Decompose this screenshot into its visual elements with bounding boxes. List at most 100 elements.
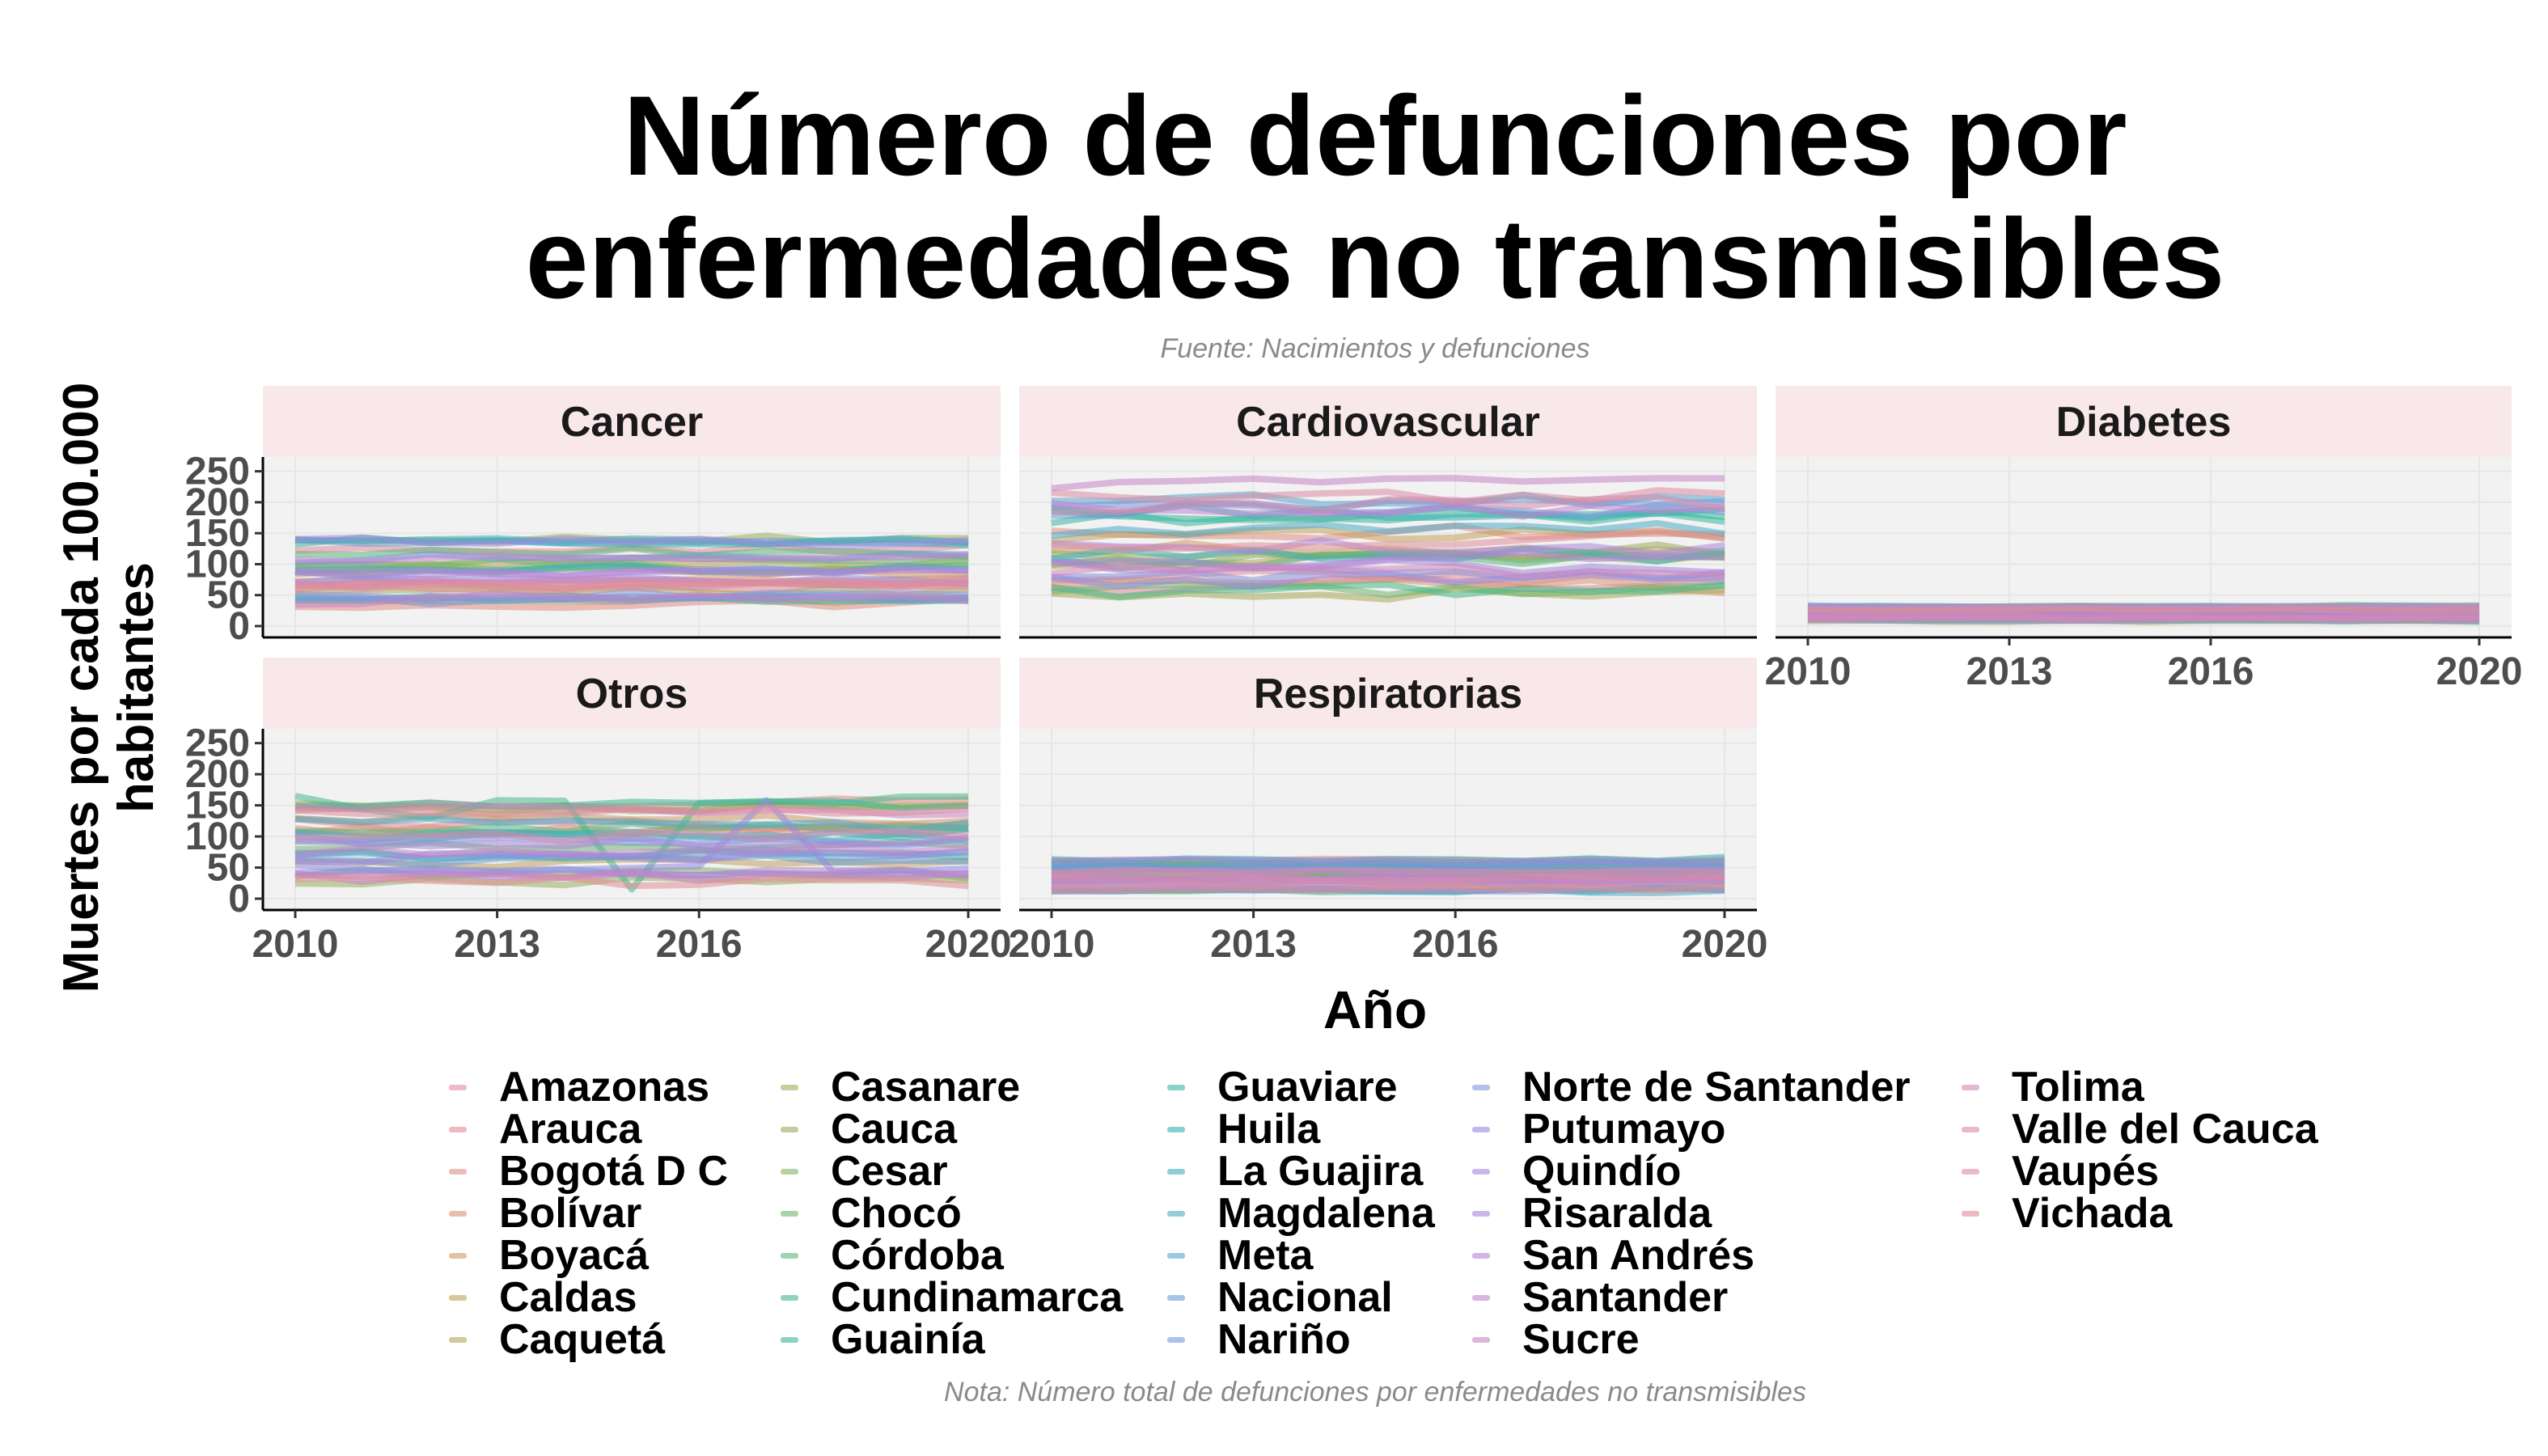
legend-item: Nacional (1167, 1276, 1393, 1318)
legend-label: Cesar (831, 1148, 948, 1195)
legend-item: Amazonas (449, 1066, 709, 1108)
legend-label: Arauca (499, 1106, 642, 1153)
facet-strip-respiratorias (1019, 658, 1757, 729)
y-tick-label: 0 (228, 878, 250, 921)
legend-key-swatch (449, 1336, 467, 1343)
legend-label: Valle del Cauca (2012, 1106, 2318, 1153)
facet-label-cardiovascular: Cardiovascular (1236, 399, 1540, 446)
legend-item: Norte de Santander (1472, 1066, 1911, 1108)
legend-key-swatch (1472, 1336, 1490, 1343)
series-line-bogotá-d-c (294, 595, 969, 612)
series-line-risaralda (294, 833, 969, 850)
series-line-vichada (1051, 883, 1725, 895)
legend-label: Nacional (1217, 1274, 1393, 1321)
legend-item: Boyacá (449, 1234, 649, 1276)
legend-key-swatch (1167, 1168, 1185, 1175)
series-line-guainía (294, 798, 969, 812)
legend-item: La Guajira (1167, 1150, 1423, 1192)
legend-key-swatch (1167, 1210, 1185, 1217)
x-tick-label: 2016 (656, 923, 743, 966)
legend-label: Putumayo (1522, 1106, 1726, 1153)
legend-item: San Andrés (1472, 1234, 1754, 1276)
x-tick-label: 2010 (1009, 923, 1095, 966)
x-tick-label: 2016 (1412, 923, 1499, 966)
series-line-vichada (294, 579, 969, 594)
legend-label: Caquetá (499, 1316, 666, 1363)
legend-item: Cesar (781, 1150, 948, 1192)
legend-key-swatch (1167, 1294, 1185, 1301)
series-line-san-andrés (294, 567, 968, 579)
legend-item: Santander (1472, 1276, 1728, 1318)
legend-label: Tolima (2012, 1064, 2144, 1111)
series-line-vichada (1807, 606, 2480, 615)
facet-strip-cardiovascular (1019, 386, 1757, 457)
x-tick-label: 2013 (1210, 923, 1297, 966)
legend-label: Risaralda (1522, 1190, 1712, 1237)
chart-subtitle: Fuente: Nacimientos y defunciones (1160, 333, 1590, 364)
legend-key-swatch (1167, 1126, 1185, 1132)
legend-item: Risaralda (1472, 1192, 1712, 1234)
legend-item: Huila (1167, 1108, 1320, 1150)
legend-item: Córdoba (781, 1234, 1004, 1276)
legend-key-swatch (1472, 1084, 1490, 1090)
x-tick-label: 2013 (1966, 650, 2053, 693)
x-tick-label: 2013 (454, 923, 540, 966)
legend-label: Huila (1217, 1106, 1321, 1153)
legend-label: Sucre (1522, 1316, 1640, 1363)
facet-label-cancer: Cancer (561, 399, 703, 446)
series-line-sucre (1051, 475, 1725, 492)
facet-strip-cancer (263, 386, 1001, 457)
y-tick-label: 200 (185, 753, 250, 796)
legend-key-swatch (1472, 1210, 1490, 1217)
series-line-valle-del-cauca (1807, 612, 2480, 621)
legend-item: Arauca (449, 1108, 641, 1150)
legend-key-swatch (1962, 1210, 1979, 1217)
legend-key-swatch (449, 1294, 467, 1301)
legend-label: Guainía (831, 1316, 985, 1363)
facet-strip-otros (263, 658, 1001, 729)
legend-key-swatch (781, 1252, 798, 1259)
legend-item: Caldas (449, 1276, 637, 1318)
series-line-quindío (294, 534, 969, 550)
x-tick-label: 2020 (2436, 650, 2523, 693)
legend-label: Vichada (2012, 1190, 2173, 1237)
legend-label: La Guajira (1217, 1148, 1424, 1195)
series-line-tolima (1051, 562, 1725, 580)
legend-label: Chocó (831, 1190, 962, 1237)
legend-item: Vichada (1962, 1192, 2172, 1234)
y-tick-label: 200 (185, 481, 250, 524)
legend-key-swatch (781, 1126, 798, 1132)
legend-key-swatch (1962, 1168, 1979, 1175)
legend-item: Casanare (781, 1066, 1020, 1108)
legend-key-swatch (1167, 1084, 1185, 1090)
legend-item: Vaupés (1962, 1150, 2159, 1192)
legend-label: Vaupés (2012, 1148, 2160, 1195)
legend-label: Nariño (1217, 1316, 1351, 1363)
series-line-putumayo (1051, 569, 1725, 590)
y-tick-label: 250 (185, 722, 250, 765)
legend-label: Guaviare (1217, 1064, 1398, 1111)
legend-key-swatch (1472, 1252, 1490, 1259)
legend-key-swatch (1472, 1168, 1490, 1175)
x-tick-label: 2016 (2168, 650, 2254, 693)
legend-key-swatch (1962, 1084, 1979, 1090)
series-line-vichada (294, 874, 969, 890)
series-line-vaupés (1051, 487, 1725, 506)
y-tick-label: 150 (185, 512, 250, 555)
legend-key-swatch (781, 1210, 798, 1217)
x-tick-label: 2010 (252, 923, 339, 966)
series-line-santander (1051, 500, 1725, 520)
y-tick-label: 50 (207, 847, 250, 890)
chart-title: Número de defunciones por enfermedades n… (0, 74, 2548, 320)
legend-label: Santander (1522, 1274, 1729, 1321)
legend-item: Putumayo (1472, 1108, 1725, 1150)
legend-label: Cundinamarca (831, 1274, 1124, 1321)
legend-item: Nariño (1167, 1318, 1351, 1361)
x-tick-label: 2010 (1765, 650, 1852, 693)
legend-item: Bogotá D C (449, 1150, 728, 1192)
series-line-vaupés (1051, 873, 1725, 884)
legend-item: Cauca (781, 1108, 957, 1150)
legend-key-swatch (449, 1084, 467, 1090)
legend-label: Quindío (1522, 1148, 1682, 1195)
